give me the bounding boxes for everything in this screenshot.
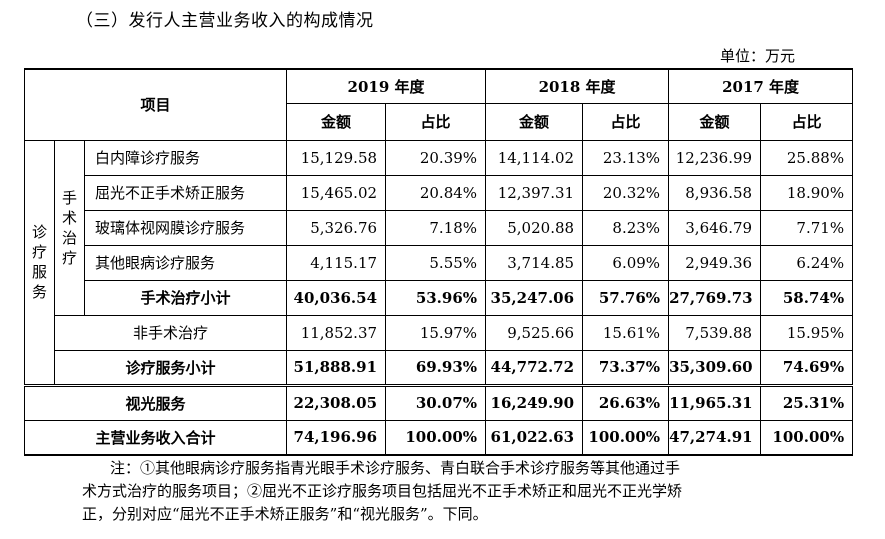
cell-value: 6.24% (760, 244, 854, 281)
amount-header: 金额 (668, 102, 762, 141)
cell-value: 16,249.90 (485, 384, 584, 421)
cell-value: 15,465.02 (286, 174, 387, 211)
cell-value: 15.97% (385, 314, 487, 351)
header-row-metrics: 金额 占比 金额 占比 金额 占比 (25, 102, 854, 141)
year-header-2018: 2018 年度 (485, 68, 670, 104)
item-header: 项目 (23, 68, 288, 141)
cell-value: 8,936.58 (668, 174, 762, 211)
unit-label: 单位：万元 (719, 47, 795, 65)
subtotal-row: 诊疗服务小计 51,888.91 69.93% 44,772.72 73.37%… (25, 349, 854, 387)
cell-value: 4,115.17 (286, 244, 387, 281)
cell-value: 69.93% (385, 349, 487, 387)
cell-value: 61,022.63 (485, 419, 584, 456)
cell-value: 5,326.76 (286, 209, 387, 246)
cell-value: 40,036.54 (286, 279, 387, 316)
cell-value: 23.13% (582, 139, 670, 176)
cell-value: 3,646.79 (668, 209, 762, 246)
cell-value: 58.74% (760, 279, 854, 316)
revenue-composition-table: 项目 2019 年度 2018 年度 2017 年度 金额 占比 金额 占比 金… (23, 68, 854, 456)
row-label: 诊疗服务小计 (53, 349, 288, 387)
group-label-surgical: 手术治疗 (54, 139, 85, 316)
table-footnote: 注：①其他眼病诊疗服务指青光眼手术诊疗服务、青白联合手术诊疗服务等其他通过手 术… (82, 457, 816, 526)
table-row: 玻璃体视网膜诊疗服务 5,326.76 7.18% 5,020.88 8.23%… (25, 209, 854, 246)
table-row: 非手术治疗 11,852.37 15.97% 9,525.66 15.61% 7… (25, 314, 854, 351)
amount-header: 金额 (286, 102, 387, 141)
row-label: 非手术治疗 (53, 314, 288, 351)
cell-value: 100.00% (760, 419, 854, 456)
row-label: 玻璃体视网膜诊疗服务 (83, 209, 288, 246)
cell-value: 3,714.85 (485, 244, 584, 281)
cell-value: 25.31% (760, 384, 854, 421)
cell-value: 11,852.37 (286, 314, 387, 351)
ratio-header: 占比 (385, 102, 487, 141)
cell-value: 15.95% (760, 314, 854, 351)
cell-value: 8.23% (582, 209, 670, 246)
table-row: 诊疗服务 手术治疗 白内障诊疗服务 15,129.58 20.39% 14,11… (24, 139, 854, 387)
cell-value: 20.84% (385, 174, 487, 211)
group-label-text: 诊疗服务 (31, 223, 47, 301)
header-row-years: 项目 2019 年度 2018 年度 2017 年度 (23, 68, 854, 141)
footnote-line: 术方式治疗的服务项目；②屈光不正诊疗服务项目包括屈光不正手术矫正和屈光不正光学矫 (82, 482, 683, 500)
cell-value: 26.63% (582, 384, 670, 421)
row-label: 主营业务收入合计 (23, 419, 288, 456)
cell-value: 7.71% (760, 209, 854, 246)
cell-value: 12,236.99 (668, 139, 762, 176)
group-label-text: 手术治疗 (61, 188, 77, 267)
cell-value: 100.00% (385, 419, 487, 456)
cell-value: 27,769.73 (668, 279, 762, 316)
footnote-line: 注：①其他眼病诊疗服务指青光眼手术诊疗服务、青白联合手术诊疗服务等其他通过手 (110, 459, 681, 477)
row-label: 屈光不正手术矫正服务 (83, 174, 288, 211)
cell-value: 20.39% (385, 139, 487, 176)
cell-value: 100.00% (582, 419, 670, 456)
year-header-2019: 2019 年度 (286, 68, 487, 104)
cell-value: 44,772.72 (485, 349, 584, 387)
footnote-line: 正，分别对应“屈光不正手术矫正服务”和“视光服务”。下同。 (82, 505, 488, 523)
row-label: 其他眼病诊疗服务 (83, 244, 288, 281)
cell-value: 11,965.31 (668, 384, 762, 421)
table-row: 视光服务 22,308.05 30.07% 16,249.90 26.63% 1… (23, 384, 854, 421)
cell-value: 14,114.02 (485, 139, 584, 176)
cell-value: 15,129.58 (286, 139, 387, 176)
cell-value: 35,309.60 (668, 349, 762, 387)
cell-value: 18.90% (760, 174, 854, 211)
cell-value: 73.37% (582, 349, 670, 387)
row-label: 视光服务 (23, 384, 288, 421)
cell-value: 15.61% (582, 314, 670, 351)
cell-value: 7.18% (385, 209, 487, 246)
cell-value: 2,949.36 (668, 244, 762, 281)
cell-value: 57.76% (582, 279, 670, 316)
ratio-header: 占比 (582, 102, 670, 141)
amount-header: 金额 (485, 102, 584, 141)
cell-value: 22,308.05 (286, 384, 387, 421)
cell-value: 30.07% (385, 384, 487, 421)
cell-value: 47,274.91 (668, 419, 762, 456)
group-label-service: 诊疗服务 (24, 139, 55, 387)
cell-value: 35,247.06 (485, 279, 584, 316)
section-heading: （三）发行人主营业务收入的构成情况 (76, 11, 374, 31)
cell-value: 5.55% (385, 244, 487, 281)
table-row: 其他眼病诊疗服务 4,115.17 5.55% 3,714.85 6.09% 2… (25, 244, 854, 281)
row-label: 白内障诊疗服务 (83, 139, 288, 176)
cell-value: 53.96% (385, 279, 487, 316)
cell-value: 9,525.66 (485, 314, 584, 351)
cell-value: 25.88% (760, 139, 854, 176)
table-row: 屈光不正手术矫正服务 15,465.02 20.84% 12,397.31 20… (25, 174, 854, 211)
cell-value: 7,539.88 (668, 314, 762, 351)
row-label: 手术治疗小计 (83, 279, 288, 316)
cell-value: 6.09% (582, 244, 670, 281)
cell-value: 74,196.96 (286, 419, 387, 456)
year-header-2017: 2017 年度 (668, 68, 854, 104)
cell-value: 74.69% (760, 349, 854, 387)
cell-value: 5,020.88 (485, 209, 584, 246)
total-row: 主营业务收入合计 74,196.96 100.00% 61,022.63 100… (23, 419, 854, 456)
ratio-header: 占比 (760, 102, 854, 141)
subtotal-row: 手术治疗小计 40,036.54 53.96% 35,247.06 57.76%… (25, 279, 854, 316)
cell-value: 51,888.91 (286, 349, 387, 387)
cell-value: 20.32% (582, 174, 670, 211)
cell-value: 12,397.31 (485, 174, 584, 211)
